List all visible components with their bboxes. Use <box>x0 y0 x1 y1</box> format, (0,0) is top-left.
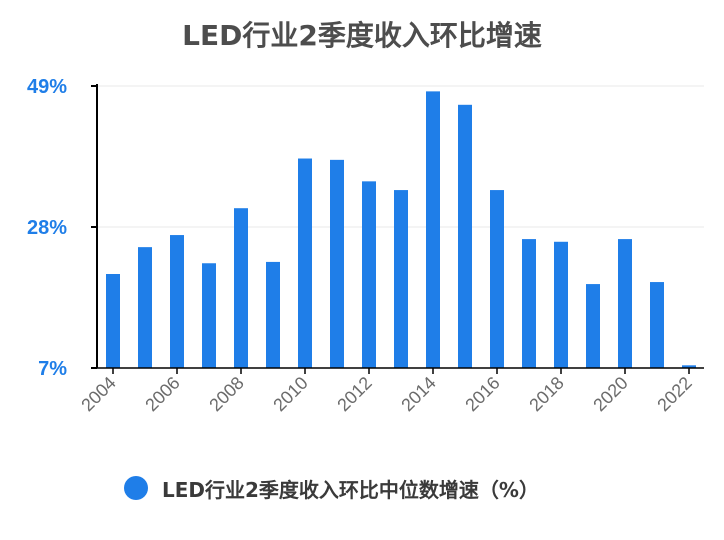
bar-2005 <box>138 247 152 368</box>
x-tick-label: 2014 <box>397 373 439 415</box>
x-tick-label: 2012 <box>333 373 375 415</box>
x-tick-labels: 2004 2006 2008 2010 2012 2014 2016 2018 2020 2022 <box>77 373 695 415</box>
legend-label: LED行业2季度收入环比中位数增速（%） <box>162 477 539 502</box>
y-tick-labels: 49% 28% 7% <box>27 76 67 380</box>
bar-2021 <box>650 282 664 368</box>
bar-2018 <box>554 241 568 368</box>
x-tick-label: 2006 <box>141 373 183 415</box>
bar-2014 <box>426 91 440 368</box>
bar-2011 <box>330 159 344 368</box>
x-tick-label: 2008 <box>205 373 247 415</box>
bar-2013 <box>394 190 408 368</box>
y-tick-label: 49% <box>27 76 67 98</box>
x-tick-label: 2018 <box>525 373 567 415</box>
bars-layer <box>106 91 696 369</box>
bar-2008 <box>234 208 248 368</box>
chart-title: LED行业2季度收入环比增速 <box>182 19 542 52</box>
bar-2022 <box>682 365 696 368</box>
bar-2019 <box>586 284 600 368</box>
bar-2012 <box>362 181 376 368</box>
y-tick-label: 28% <box>27 217 67 239</box>
bar-2016 <box>490 190 504 368</box>
bar-2020 <box>618 239 632 368</box>
x-tick-label: 2010 <box>269 373 311 415</box>
x-tick-label: 2022 <box>653 373 695 415</box>
bar-2015 <box>458 104 472 369</box>
legend: LED行业2季度收入环比中位数增速（%） <box>124 474 539 502</box>
bar-2017 <box>522 239 536 368</box>
bar-2010 <box>298 158 312 368</box>
x-tick-label: 2020 <box>589 373 631 415</box>
bar-2004 <box>106 274 120 368</box>
y-tick-label: 7% <box>38 358 67 380</box>
bar-chart: 49% 28% 7% 2004 2006 2008 2010 2012 2014 2016 201… <box>27 76 704 415</box>
bar-2006 <box>170 235 184 368</box>
axes-layer <box>91 84 704 374</box>
x-tick-label: 2016 <box>461 373 503 415</box>
legend-swatch <box>124 476 148 500</box>
bar-2009 <box>266 261 280 368</box>
bar-2007 <box>202 263 216 368</box>
x-tick-label: 2004 <box>77 373 119 415</box>
